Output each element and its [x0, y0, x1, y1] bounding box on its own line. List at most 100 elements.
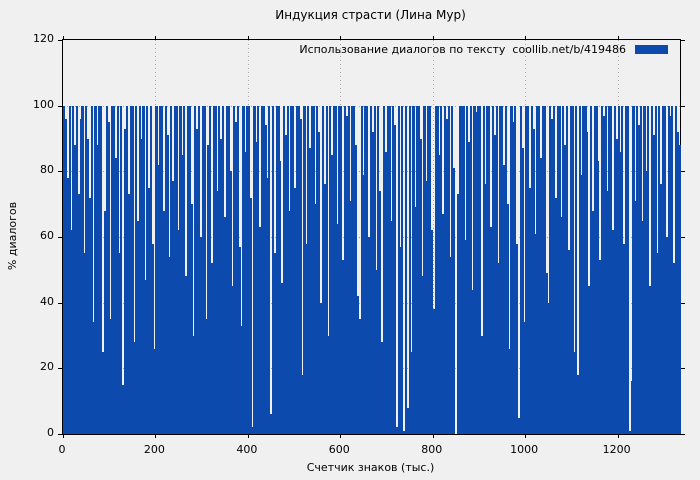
- bar: [414, 207, 417, 434]
- bar: [567, 250, 570, 434]
- bar: [512, 122, 515, 434]
- bar: [249, 197, 252, 434]
- bar: [66, 177, 69, 434]
- bar: [347, 105, 350, 434]
- bar: [275, 105, 278, 434]
- bar: [220, 138, 223, 434]
- bar: [660, 184, 663, 434]
- bar: [421, 276, 424, 434]
- bar: [517, 417, 520, 434]
- bar: [177, 230, 180, 434]
- bar: [595, 105, 598, 434]
- bar: [475, 112, 478, 434]
- legend-color-swatch-icon: [635, 45, 668, 54]
- bar: [351, 105, 354, 434]
- bar: [619, 151, 622, 434]
- bar: [264, 125, 267, 434]
- bar: [499, 105, 502, 434]
- y-tick-label: 60: [40, 229, 54, 242]
- bar: [325, 105, 328, 434]
- bar: [96, 145, 99, 434]
- bar: [318, 131, 321, 434]
- bar: [103, 210, 106, 434]
- bar: [125, 105, 129, 434]
- bar: [336, 223, 339, 434]
- bar: [197, 105, 201, 434]
- y-tick-label: 120: [33, 32, 54, 45]
- bar: [480, 335, 483, 434]
- bar: [580, 174, 583, 434]
- bar: [558, 105, 561, 434]
- y-tick-mark: [680, 40, 685, 41]
- bar: [286, 105, 289, 434]
- bar: [153, 348, 156, 434]
- bar: [530, 105, 533, 434]
- bar: [203, 105, 206, 434]
- bar: [678, 145, 681, 434]
- bar: [329, 105, 332, 434]
- bar: [462, 105, 465, 434]
- bar: [379, 191, 382, 434]
- bar: [602, 115, 605, 434]
- y-tick-mark: [680, 171, 685, 173]
- bar: [77, 194, 80, 434]
- bar: [477, 105, 480, 434]
- bar: [392, 105, 395, 434]
- bar: [199, 237, 202, 434]
- bar: [519, 105, 522, 434]
- bar: [105, 105, 108, 434]
- bar: [637, 125, 641, 434]
- bar: [628, 430, 631, 434]
- bar: [486, 105, 489, 434]
- bar: [85, 105, 88, 434]
- bar: [338, 105, 341, 434]
- bar: [543, 105, 546, 434]
- x-tick-mark: [155, 434, 157, 438]
- x-axis-title: Счетчик знаков (тыс.): [306, 461, 435, 474]
- bar: [327, 335, 330, 434]
- bar: [656, 253, 659, 434]
- bar: [473, 105, 476, 434]
- x-tick-mark: [247, 434, 249, 438]
- bar: [495, 105, 498, 434]
- bar: [490, 227, 493, 434]
- bar: [242, 105, 245, 434]
- bar: [388, 105, 391, 434]
- bar: [360, 105, 363, 434]
- bar: [582, 105, 585, 434]
- bar: [366, 105, 369, 434]
- y-tick-mark: [680, 434, 685, 435]
- bar: [429, 105, 432, 434]
- y-tick-label: 20: [40, 360, 54, 374]
- bar: [460, 105, 463, 434]
- bar: [665, 237, 668, 434]
- bar: [212, 105, 215, 434]
- x-tick-mark: [617, 36, 619, 40]
- bar: [458, 105, 461, 434]
- bar: [345, 115, 349, 434]
- bar: [109, 319, 112, 434]
- bar: [260, 105, 263, 434]
- bar: [632, 105, 635, 434]
- bar: [305, 243, 308, 434]
- bar: [247, 105, 251, 434]
- bar: [308, 148, 312, 434]
- bar: [430, 230, 434, 434]
- bar: [301, 374, 304, 434]
- bar: [277, 105, 280, 434]
- bar: [626, 105, 630, 434]
- bar: [650, 105, 654, 434]
- bar: [74, 145, 77, 434]
- bar: [221, 105, 225, 434]
- bar: [610, 105, 613, 434]
- bar: [364, 105, 367, 434]
- x-tick-mark: [155, 36, 157, 40]
- bar: [303, 105, 306, 434]
- bar: [440, 105, 443, 434]
- bar: [493, 135, 496, 434]
- bar: [166, 135, 169, 434]
- y-tick-mark: [680, 105, 685, 107]
- bar: [181, 154, 184, 434]
- bar: [399, 246, 402, 434]
- x-tick-label: 1200: [602, 443, 631, 456]
